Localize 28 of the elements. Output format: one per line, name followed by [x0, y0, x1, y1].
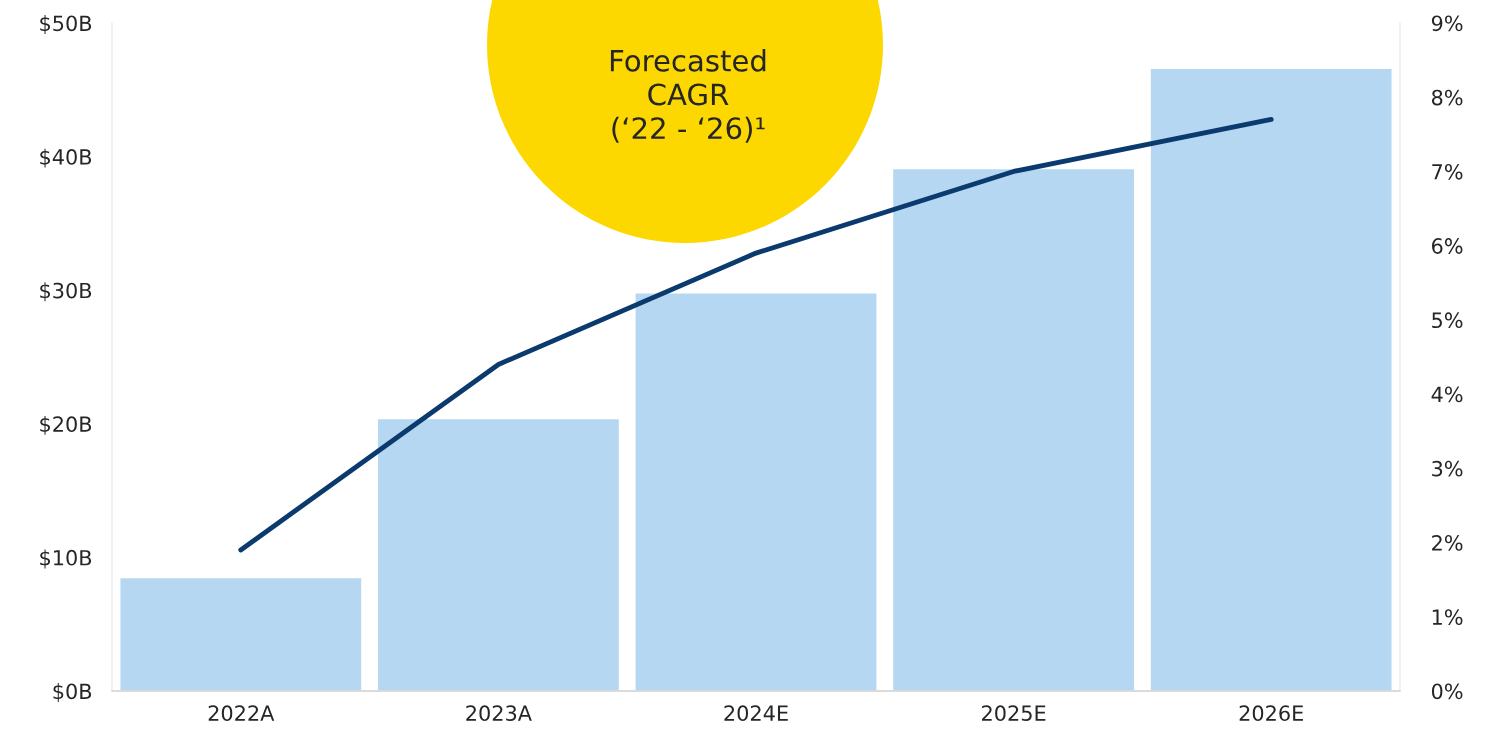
- y2-tick-label: 8%: [1431, 89, 1463, 106]
- y2-tick-label: 2%: [1432, 535, 1463, 551]
- bar: [376, 417, 621, 691]
- y-tick-label: $0B: [53, 683, 92, 702]
- x-tick-label: 2024E: [724, 705, 788, 722]
- bar: [1149, 67, 1393, 691]
- x-tick-label: 2022A: [208, 705, 275, 722]
- y2-tick-label: 1%: [1432, 609, 1463, 625]
- y2-tick-label: 5%: [1432, 312, 1463, 329]
- y2-tick-label: 3%: [1432, 460, 1463, 477]
- y2-tick-label: 4%: [1431, 386, 1463, 403]
- line-series: [238, 117, 1274, 553]
- y2-tick-label: 0%: [1431, 683, 1463, 700]
- bar: [891, 167, 1136, 691]
- x-tick-label: 2025E: [982, 705, 1046, 722]
- y-tick-label: $40B: [40, 148, 92, 168]
- y2-tick-label: 9%: [1431, 15, 1463, 32]
- x-tick-label: 2026E: [1239, 705, 1303, 722]
- y-tick-label: $20B: [40, 415, 92, 435]
- bar: [634, 292, 878, 691]
- y-tick-label: $30B: [40, 282, 92, 302]
- y2-tick-label: 6%: [1432, 238, 1463, 254]
- y-tick-label: $50B: [40, 15, 92, 34]
- annotation: Forecasted CAGR (‘22 - ‘26)¹: [610, 49, 766, 143]
- y-tick-label: $10B: [40, 549, 92, 569]
- x-tick-label: 2023A: [466, 705, 532, 722]
- bar: [119, 576, 363, 691]
- y2-tick-label: 7%: [1432, 163, 1463, 180]
